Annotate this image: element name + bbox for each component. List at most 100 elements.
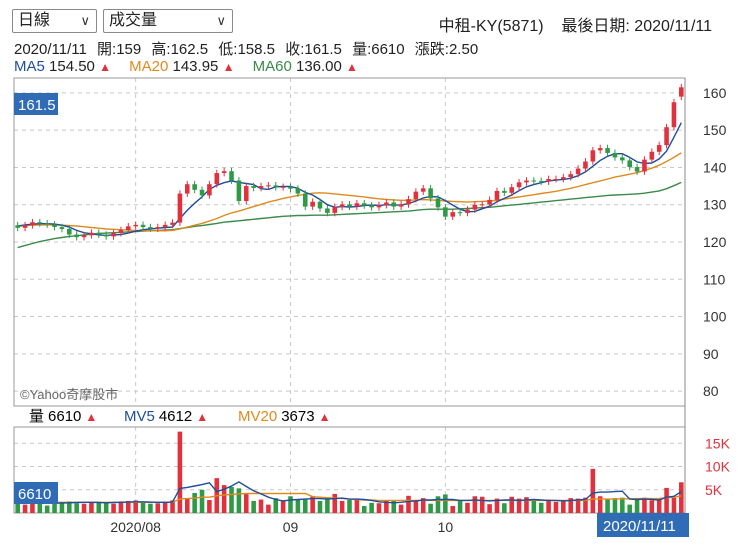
candle-body <box>502 190 507 193</box>
candle-body <box>15 225 20 228</box>
candle-body <box>590 150 596 162</box>
indicator-select[interactable]: 成交量 ∨ <box>103 9 233 33</box>
candle-body <box>111 233 116 237</box>
candle-body <box>642 159 647 172</box>
volume-bar <box>538 502 544 513</box>
volume-bar <box>339 500 345 513</box>
volume-bar <box>354 498 360 513</box>
current-volume-tag-text: 6610 <box>18 486 51 503</box>
volume-bar <box>192 493 197 513</box>
candle-body <box>664 127 669 146</box>
volume-bar <box>266 504 271 513</box>
up-arrow-icon: ▲ <box>346 60 358 74</box>
candle-body <box>679 87 684 97</box>
volume-bar <box>487 504 492 513</box>
volume-bar <box>561 501 566 513</box>
ohlc-open: 開:159 <box>97 41 142 58</box>
candle-body <box>302 193 308 207</box>
volume-bar <box>15 500 20 513</box>
current-volume-tag <box>14 482 58 504</box>
candle-body <box>155 227 161 229</box>
volume-grid <box>14 442 685 491</box>
price-tick-label: 120 <box>703 234 727 250</box>
last-date: 2020/11/11 <box>634 18 712 35</box>
x-tick-label: 2020/08 <box>110 519 161 535</box>
candle-body <box>465 209 470 213</box>
candle-body <box>531 180 537 182</box>
candle-body <box>369 205 374 208</box>
x-tick-label: 09 <box>283 519 299 535</box>
volume-bar <box>236 488 242 513</box>
volume-bar <box>170 500 175 513</box>
chevron-down-icon: ∨ <box>216 13 226 28</box>
volume-bar <box>679 482 684 513</box>
ma5-line <box>17 122 682 237</box>
volume-bar <box>332 493 338 513</box>
ma5-legend: MA5 154.50 ▲ <box>14 58 111 75</box>
candle-body <box>126 226 131 231</box>
candle-body <box>133 224 138 227</box>
period-select[interactable]: 日線 ∨ <box>12 9 97 33</box>
volume-bar <box>133 500 138 513</box>
volume-bar <box>243 493 249 513</box>
up-arrow-icon: ▲ <box>222 60 235 74</box>
mv-lines <box>17 481 682 504</box>
candle-body <box>103 234 109 237</box>
volume-bar <box>568 498 573 513</box>
volume-bar <box>428 503 433 513</box>
x-axis: 2020/08 09 10 <box>110 519 453 535</box>
volume-bar <box>369 502 374 513</box>
candle-body <box>538 180 544 182</box>
candle-body <box>620 157 625 161</box>
price-axis: 80 90 100 110 120 130 140 150 160 <box>703 85 727 399</box>
candle-body <box>479 204 485 206</box>
candles <box>15 83 684 241</box>
volume-bar <box>509 496 515 513</box>
candle-body <box>199 189 205 196</box>
candle-body <box>288 186 293 189</box>
candle-body <box>398 204 404 207</box>
current-date-tag-text: 2020/11/11 <box>603 518 676 535</box>
volume-bar <box>207 499 212 513</box>
volume-bar <box>258 499 264 513</box>
candle-body <box>221 171 227 174</box>
volume-bar <box>59 502 65 513</box>
volume-bar <box>590 468 596 513</box>
mv20-legend: MV20 3673 ▲ <box>238 408 330 425</box>
candle-body <box>420 188 426 192</box>
volume-bar <box>450 506 456 513</box>
candle-body <box>516 182 522 188</box>
vol-legend-label: 量 6610 ▲ <box>29 408 97 425</box>
volume-axis: 5K 10K 15K <box>705 435 731 497</box>
volume-legend: 量 6610 ▲ MV5 4612 ▲ MV20 3673 ▲ <box>29 408 330 425</box>
volume-bar <box>398 504 404 513</box>
candle-body <box>317 201 323 209</box>
ohlc-volume: 量:6610 <box>352 41 405 58</box>
volume-bar <box>583 497 588 513</box>
candle-body <box>325 208 330 213</box>
candle-body <box>140 224 146 228</box>
ma20-legend: MA20 143.95 ▲ <box>129 58 235 75</box>
volume-bar <box>302 499 308 513</box>
volume-bar <box>89 502 94 513</box>
price-tick-label: 110 <box>703 271 726 287</box>
ohlc-change: 漲跌:2.50 <box>414 41 479 58</box>
candle-body <box>243 186 249 201</box>
volume-bar <box>22 504 28 513</box>
candle-body <box>634 167 640 172</box>
current-date-tag <box>597 513 689 537</box>
volume-bar <box>251 500 256 513</box>
volume-bar <box>52 502 57 513</box>
volume-bar <box>361 506 367 513</box>
candle-body <box>583 161 588 169</box>
candle-body <box>553 179 559 181</box>
candle-body <box>280 186 286 188</box>
candle-body <box>597 148 603 151</box>
candle-body <box>354 203 360 207</box>
candle-body <box>118 230 124 234</box>
price-tick-label: 150 <box>703 122 727 138</box>
candle-body <box>162 224 168 228</box>
volume-tick-label: 10K <box>705 459 731 475</box>
candle-body <box>251 186 256 188</box>
